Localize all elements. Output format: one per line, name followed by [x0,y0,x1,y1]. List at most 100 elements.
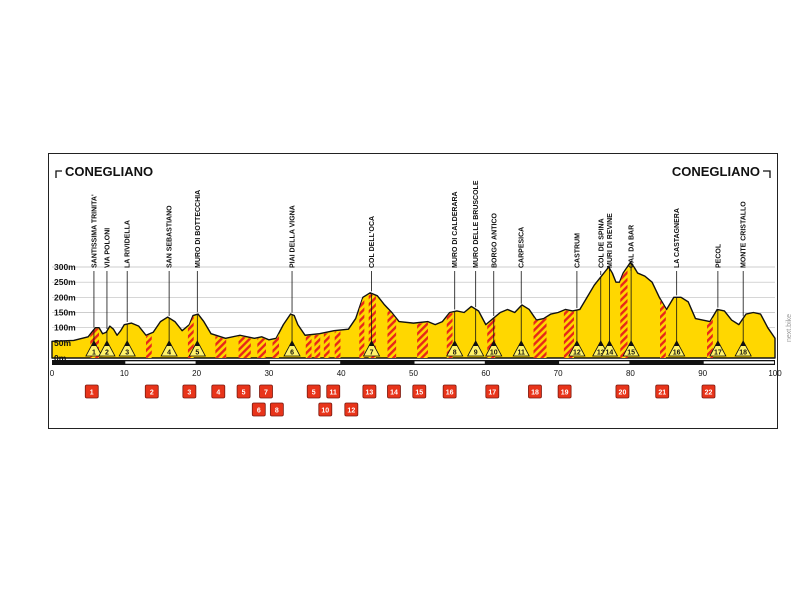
climb-number: 17 [714,350,722,357]
segment-badge: 16 [442,384,457,399]
segment-badge-number: 14 [390,390,398,397]
segment-badge-number: 7 [264,390,268,397]
y-tick-label: 200m [54,292,76,302]
segment-badge: 14 [387,384,401,399]
hatched-segment [323,332,330,358]
climb-number: 2 [105,350,109,357]
climb-name: SANTISSIMA TRINITA' [91,194,98,268]
segment-badge-box [84,384,99,399]
y-tick-label: 50m [54,338,71,348]
x-tick-label: 0 [50,369,55,378]
segment-badge-number: 1 [90,390,94,397]
x-tick-label: 90 [698,369,707,378]
segment-badge-number: 10 [321,408,329,415]
climb-number: 1 [92,350,96,357]
climb-marker-icon [188,340,206,357]
climb-number: 3 [125,350,129,357]
segment-badge: 20 [615,384,630,399]
climb-marker-icon [485,340,503,357]
segment-badge-box [655,384,670,399]
y-tick-label: 150m [54,308,76,318]
climb-marker-icon [283,340,301,357]
segment-badge: 4 [211,384,226,399]
x-axis-segment [414,361,485,364]
y-tick-label: 0m [54,353,67,363]
climb-number: 9 [474,350,478,357]
climb-peak-icon [628,341,634,346]
segment-badge-number: 22 [705,390,713,397]
climb-number: 11 [518,350,526,357]
segment-badge-box [182,384,197,399]
hatched-segment [187,316,194,358]
end-label-bracket [763,170,771,178]
climb-peak-icon [673,341,680,346]
climb-peak-icon [472,341,479,346]
climb-peak-icon [289,341,295,346]
segment-badge-number: 21 [658,390,666,397]
climb-marker-icon [446,340,464,357]
climb-marker-icon [709,340,727,357]
segment-badge-box [144,384,159,399]
segment-badge: 3 [182,384,197,399]
climb-name: MURO DI CALDERARA [452,191,459,268]
segment-badge: 5 [236,384,251,399]
start-label-bracket [55,170,62,178]
segment-badge: 15 [412,384,427,399]
hatched-segment [620,267,628,358]
x-axis-segment [269,361,341,364]
climb-marker-icon [362,340,381,357]
chart-frame [48,153,778,429]
climb-peak-icon [166,341,172,346]
segment-badge-box [485,384,500,399]
climb-peak-icon [715,341,721,346]
segment-badge-number: 12 [347,408,355,415]
segment-badge-number: 6 [257,408,261,415]
segment-badge: 5 [306,384,321,399]
climb-name: MURO DELLE BRUSCOLE [473,180,480,268]
segment-badge-number: 2 [150,390,154,397]
segment-badge-box [701,384,716,399]
x-axis: 0 10 20 30 40 50 60 70 80 90 100 [50,360,782,378]
climb-name: MURO DI BOTTECCHIA [195,190,202,268]
y-tick-label: 100m [54,323,76,333]
climb-number: 15 [627,350,635,357]
segment-badge: 10 [318,402,333,417]
segment-badge: 8 [269,402,284,417]
segment-badge-box [615,384,630,399]
climb-peak-icon [451,341,458,346]
hatched-segment [257,337,267,358]
x-axis-segment [125,361,196,364]
climb-number: 6 [290,350,294,357]
hatched-segment [238,336,251,358]
end-label: CONEGLIANO [672,164,760,179]
x-tick-label: 100 [768,369,782,378]
segment-badge-box [528,384,542,399]
elevation-area [51,261,776,359]
climb-name: VIA POLONI [104,228,111,268]
x-tick-label: 20 [192,369,201,378]
segment-badge-box [236,384,251,399]
segment-badge: 13 [362,384,377,399]
climb-number: 7 [370,350,374,357]
x-tick-label: 40 [337,369,346,378]
x-tick-label: 80 [626,369,635,378]
segment-badge-box [362,384,377,399]
climb-name: SAN SEBASTIANO [167,205,174,268]
hatched-segment [563,310,575,358]
hatched-segment [334,331,341,358]
x-axis-segment [703,361,774,364]
watermark: next.bike [786,314,793,342]
segment-badge: 21 [655,384,670,399]
hatched-segment [314,334,321,358]
climb-number: 4 [167,350,171,357]
climb-name: COL DE SPINA [598,218,605,268]
climb-marker-icon [668,340,686,357]
climb-name: MONTE CRISTALLO [741,201,748,268]
climb-marker-icon [118,340,136,357]
climb-markers: SANTISSIMA TRINITA' 1 VIA POLONI 2 LA RIVIDE… [85,180,752,357]
climb-marker-icon [734,340,752,357]
climb-peak-icon [124,341,130,346]
segment-badge-number: 15 [415,390,423,397]
